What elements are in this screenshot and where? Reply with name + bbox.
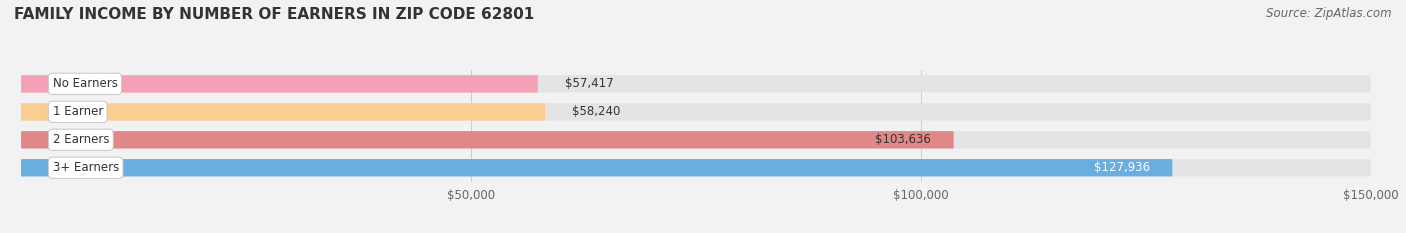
- FancyBboxPatch shape: [21, 103, 1371, 120]
- Text: 2 Earners: 2 Earners: [52, 133, 110, 146]
- Text: $58,240: $58,240: [572, 105, 620, 118]
- FancyBboxPatch shape: [21, 131, 1371, 148]
- Text: $57,417: $57,417: [565, 77, 613, 90]
- Text: No Earners: No Earners: [52, 77, 118, 90]
- Text: $103,636: $103,636: [876, 133, 931, 146]
- FancyBboxPatch shape: [21, 159, 1371, 176]
- Text: Source: ZipAtlas.com: Source: ZipAtlas.com: [1267, 7, 1392, 20]
- FancyBboxPatch shape: [21, 131, 953, 148]
- FancyBboxPatch shape: [21, 103, 546, 120]
- FancyBboxPatch shape: [21, 159, 1173, 176]
- FancyBboxPatch shape: [21, 75, 1371, 93]
- FancyBboxPatch shape: [21, 75, 537, 93]
- Text: 3+ Earners: 3+ Earners: [52, 161, 120, 174]
- Text: $127,936: $127,936: [1094, 161, 1150, 174]
- Text: 1 Earner: 1 Earner: [52, 105, 103, 118]
- Text: FAMILY INCOME BY NUMBER OF EARNERS IN ZIP CODE 62801: FAMILY INCOME BY NUMBER OF EARNERS IN ZI…: [14, 7, 534, 22]
